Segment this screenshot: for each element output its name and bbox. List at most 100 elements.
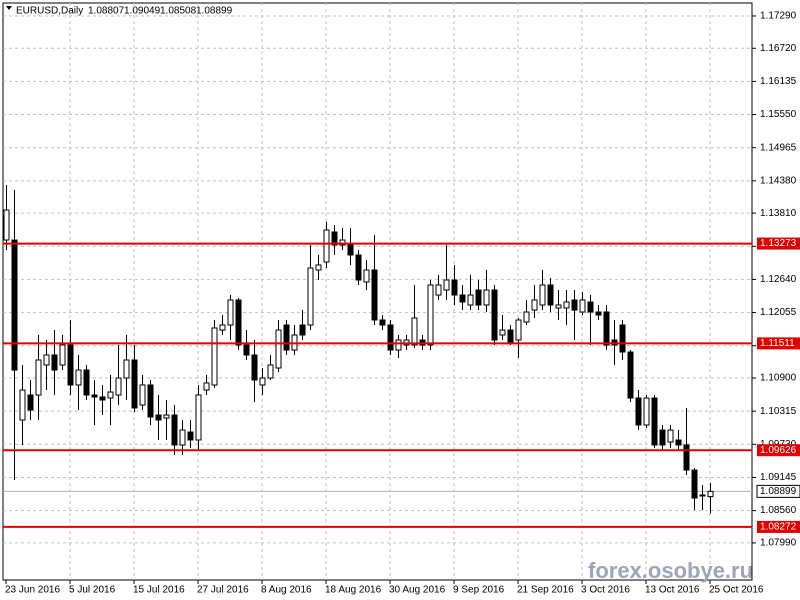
candle-body <box>275 329 282 369</box>
candle-body <box>91 394 98 398</box>
candle-body <box>603 311 610 346</box>
header-low: 1.08508 <box>160 6 197 17</box>
candle-body <box>243 344 250 356</box>
level-label: 1.11511 <box>760 338 795 349</box>
candle-body <box>355 254 362 281</box>
candle-body <box>451 279 458 296</box>
x-tick-label: 23 Jun 2016 <box>5 585 60 596</box>
y-tick-label: 1.16135 <box>760 76 797 87</box>
y-tick-label: 1.17290 <box>760 11 797 22</box>
x-tick-label: 25 Oct 2016 <box>709 585 764 596</box>
candle-body <box>139 384 146 406</box>
candle-body <box>203 382 210 391</box>
candle-body <box>459 294 466 303</box>
candle-body <box>531 299 538 311</box>
x-tick-label: 8 Aug 2016 <box>261 585 312 596</box>
candle-body <box>235 299 242 346</box>
y-tick-label: 1.09145 <box>760 472 797 483</box>
candle-body <box>67 344 74 386</box>
candle-body <box>539 284 546 306</box>
x-tick-label: 13 Oct 2016 <box>645 585 700 596</box>
candle-body <box>163 414 170 419</box>
candle-body <box>323 229 330 263</box>
candle-body <box>131 359 138 409</box>
candle-body <box>627 351 634 399</box>
candle-body <box>691 469 698 499</box>
candle-body <box>499 329 506 336</box>
candle-body <box>619 324 626 353</box>
candle-body <box>555 304 562 309</box>
candle-body <box>491 289 498 341</box>
symbol-title: EURUSD,Daily <box>16 6 83 17</box>
candle-body <box>283 324 290 351</box>
y-tick-label: 1.16720 <box>760 43 797 54</box>
candle-body <box>307 267 314 326</box>
candle-body <box>571 299 578 311</box>
candle-body <box>651 397 658 446</box>
candle-body <box>11 239 18 371</box>
level-label: 1.08272 <box>760 522 797 533</box>
candle-body <box>475 289 482 306</box>
candle-body <box>43 354 50 366</box>
level-label-box <box>757 520 800 533</box>
candle-body <box>579 299 586 313</box>
candle-body <box>371 269 378 321</box>
candle-body <box>107 391 114 399</box>
candle-body <box>83 369 90 396</box>
y-tick-label: 1.10315 <box>760 406 797 417</box>
candle-body <box>515 319 522 341</box>
y-tick-label: 1.13810 <box>760 208 797 219</box>
level-label-box <box>757 444 800 457</box>
candle-body <box>347 244 354 256</box>
candle-body <box>187 431 194 441</box>
candle-body <box>659 429 666 446</box>
candle-body <box>435 284 442 296</box>
candle-body <box>427 284 434 346</box>
header-high: 1.09049 <box>124 6 161 17</box>
candle-body <box>523 311 530 323</box>
candle-body <box>675 439 682 446</box>
x-tick-label: 30 Aug 2016 <box>389 585 446 596</box>
x-tick-label: 5 Jul 2016 <box>69 585 116 596</box>
x-tick-label: 27 Jul 2016 <box>197 585 249 596</box>
candle-body <box>147 384 154 418</box>
current-price-box <box>756 484 800 498</box>
candle-body <box>219 324 226 331</box>
y-tick-label: 1.15550 <box>760 109 797 120</box>
candle-body <box>643 397 650 426</box>
candle-body <box>387 324 394 351</box>
candle-body <box>547 284 554 306</box>
x-tick-label: 15 Jul 2016 <box>133 585 185 596</box>
candle-body <box>115 377 122 396</box>
candle-body <box>563 301 570 309</box>
candle-body <box>35 359 42 396</box>
candle-body <box>507 329 514 343</box>
menu-glyph <box>6 6 12 10</box>
candle-body <box>155 414 162 421</box>
x-tick-label: 18 Aug 2016 <box>325 585 382 596</box>
candle-body <box>3 209 10 241</box>
candle-body <box>699 494 706 497</box>
header-close: 1.08899 <box>196 6 233 17</box>
candle-body <box>587 301 594 313</box>
candle-body <box>683 444 690 471</box>
candle-body <box>179 429 186 446</box>
x-tick-label: 3 Oct 2016 <box>581 585 630 596</box>
y-tick-label: 1.10900 <box>760 373 797 384</box>
candle-body <box>339 239 346 246</box>
candle-body <box>379 319 386 326</box>
candle-body <box>75 369 82 386</box>
level-label-box <box>757 237 800 250</box>
level-label: 1.13273 <box>760 238 797 249</box>
candle-body <box>411 317 418 346</box>
candle-body <box>363 269 370 283</box>
candle-body <box>211 327 218 386</box>
candle-body <box>123 359 130 379</box>
x-tick-label: 9 Sep 2016 <box>453 585 505 596</box>
candle-body <box>395 339 402 351</box>
candle-body <box>331 231 338 246</box>
candle-body <box>267 364 274 379</box>
candle-body <box>467 294 474 306</box>
candle-body <box>483 289 490 306</box>
